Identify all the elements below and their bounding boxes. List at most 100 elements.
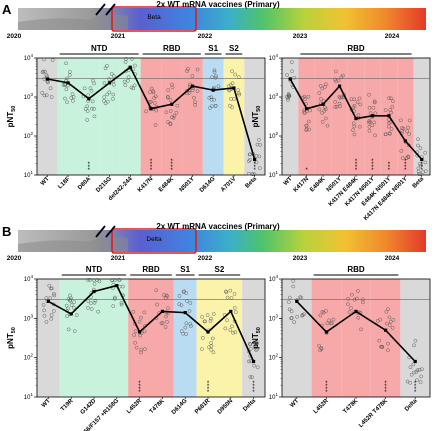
x-tick-label: WT (283, 176, 294, 187)
banner-title: 2x WT mRNA vaccines (Primary) (156, 222, 280, 231)
data-point (41, 303, 46, 307)
data-point (386, 341, 390, 346)
data-point (190, 74, 195, 78)
significance-star: * (371, 168, 374, 174)
region-band-wt (37, 279, 60, 397)
data-point (287, 94, 292, 98)
data-point (254, 160, 259, 165)
data-point (70, 92, 75, 96)
data-point (302, 312, 306, 317)
data-point (247, 359, 251, 364)
x-tick-label: D614G (199, 176, 217, 194)
region-band-rbd (370, 279, 401, 397)
data-point (354, 296, 359, 301)
significance-star: * (404, 162, 407, 168)
data-point (72, 329, 77, 334)
data-point (200, 347, 204, 351)
data-point (139, 350, 143, 355)
data-point (287, 295, 292, 300)
data-point (367, 120, 371, 125)
data-point (110, 278, 114, 282)
data-point (285, 73, 289, 77)
data-point (248, 346, 253, 351)
data-point (323, 116, 328, 121)
year-label: 2021 (111, 33, 126, 40)
data-point (166, 120, 170, 124)
data-point (367, 105, 372, 110)
data-point (184, 321, 189, 326)
data-point (333, 100, 337, 104)
region-band-rbd (347, 58, 365, 175)
data-point (231, 330, 235, 335)
data-point (40, 91, 45, 95)
data-point (247, 159, 251, 164)
data-point (388, 108, 393, 112)
data-point (187, 309, 192, 313)
data-point (212, 68, 217, 73)
data-point (168, 109, 173, 113)
data-point (322, 109, 327, 113)
variant-label: Delta (146, 236, 162, 243)
y-tick-label: 101 (24, 392, 34, 401)
data-point (210, 104, 214, 109)
data-point (49, 95, 54, 99)
data-point (405, 129, 410, 134)
data-point (192, 95, 196, 100)
y-tick-label: 104 (24, 274, 34, 283)
significance-star: * (88, 162, 91, 168)
data-point (139, 347, 144, 352)
data-point (92, 282, 97, 286)
significance-star: * (355, 165, 358, 171)
data-point (306, 94, 311, 99)
data-point (232, 97, 236, 101)
data-point (117, 278, 122, 282)
data-point (416, 143, 420, 148)
data-point (387, 96, 391, 101)
data-point (346, 302, 350, 307)
median-line (48, 284, 255, 362)
data-point (357, 124, 362, 129)
significance-star: * (421, 165, 424, 171)
data-point (390, 326, 395, 330)
timeline-shading (18, 14, 128, 30)
significance-star: * (171, 159, 174, 165)
data-point (64, 303, 69, 308)
data-point (65, 76, 69, 81)
data-point (111, 97, 115, 101)
data-point (152, 101, 157, 105)
data-point (321, 310, 326, 315)
data-point (323, 82, 328, 87)
significance-star: * (404, 159, 407, 165)
median-point (321, 102, 325, 106)
variant-label: Beta (147, 14, 161, 21)
median-point (211, 88, 215, 92)
y-tick-label: 101 (269, 392, 279, 401)
data-point (175, 103, 180, 108)
median-point (413, 359, 417, 364)
median-point (69, 312, 73, 316)
x-tick-label: D950N (217, 398, 234, 415)
data-point (391, 99, 395, 104)
syringe-icon (95, 3, 106, 16)
region-band-rbd (182, 58, 203, 175)
data-point (412, 370, 416, 375)
data-point (177, 294, 182, 298)
x-tick-label: WT (289, 398, 300, 409)
data-point (351, 105, 356, 110)
data-point (400, 129, 405, 133)
data-point (111, 74, 116, 78)
x-tick-label: WT (40, 176, 51, 187)
significance-star: * (150, 168, 153, 174)
data-point (119, 302, 124, 307)
significance-star: * (371, 165, 374, 171)
data-point (123, 83, 128, 87)
year-label: 2024 (385, 255, 400, 262)
year-label: 2024 (385, 33, 400, 40)
median-point (138, 330, 142, 334)
data-point (110, 278, 115, 283)
data-point (49, 313, 54, 317)
data-point (411, 362, 416, 367)
data-point (164, 314, 168, 319)
significance-star: * (371, 162, 374, 168)
